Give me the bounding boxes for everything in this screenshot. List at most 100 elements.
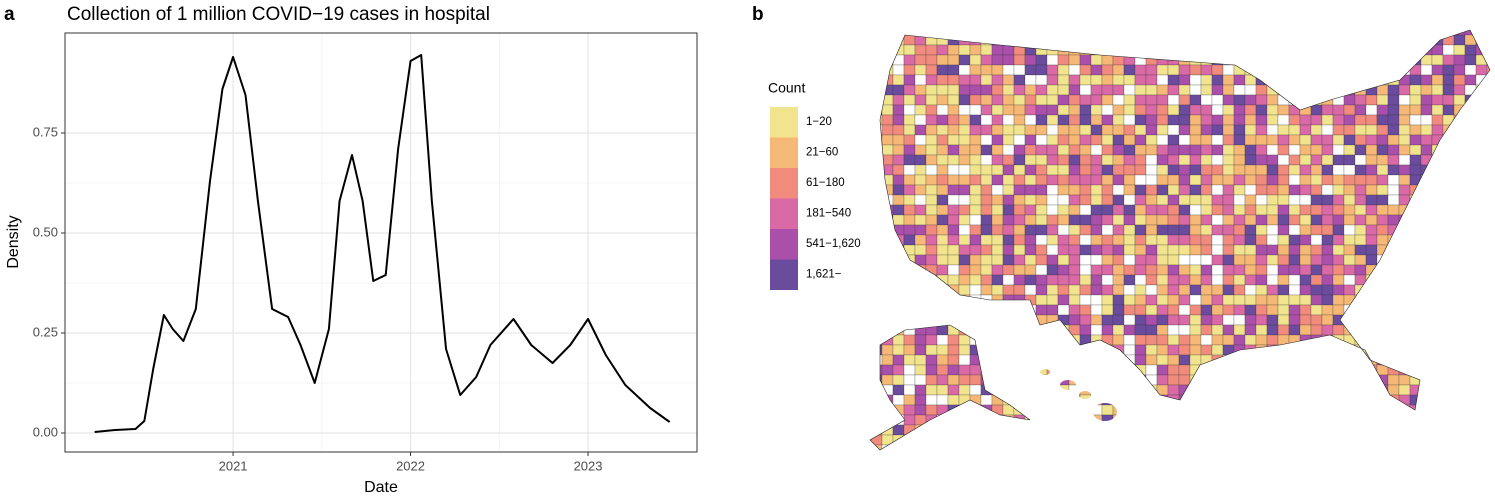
county: [914, 174, 927, 186]
county: [1398, 284, 1411, 296]
county: [936, 274, 949, 286]
county: [1013, 324, 1026, 336]
county: [936, 304, 949, 316]
county: [1486, 234, 1490, 246]
county: [892, 374, 905, 386]
panel-label: b: [752, 4, 764, 25]
county: [1178, 54, 1191, 66]
county: [1222, 404, 1235, 416]
county: [958, 444, 971, 450]
county: [1035, 434, 1048, 446]
county: [1420, 214, 1433, 226]
county: [1409, 184, 1422, 196]
county: [1057, 274, 1070, 286]
county: [1332, 294, 1345, 306]
county: [1156, 174, 1169, 186]
county: [1024, 64, 1037, 76]
county: [1233, 74, 1246, 86]
county: [991, 354, 1004, 366]
county: [958, 354, 971, 366]
county: [1057, 354, 1070, 366]
county: [1277, 54, 1290, 66]
county: [991, 44, 1004, 56]
county: [1409, 144, 1422, 156]
county: [870, 144, 872, 156]
y-axis-label: Density: [5, 215, 22, 268]
county: [1178, 244, 1191, 256]
county: [1123, 174, 1136, 186]
county: [1376, 114, 1389, 126]
county: [1222, 384, 1235, 396]
county: [925, 114, 938, 126]
county: [1013, 34, 1026, 46]
legend-label: 1−20: [806, 116, 832, 128]
county: [892, 224, 905, 236]
county: [1057, 134, 1070, 146]
county: [958, 224, 971, 236]
county: [881, 84, 894, 96]
county: [1475, 304, 1488, 316]
county: [881, 344, 894, 356]
county: [1079, 104, 1092, 116]
county: [1035, 34, 1048, 46]
county: [1387, 404, 1400, 416]
county: [1365, 434, 1378, 446]
county: [1068, 234, 1081, 246]
county: [1409, 324, 1422, 336]
county: [914, 104, 927, 116]
county: [1442, 284, 1455, 296]
county: [1211, 254, 1224, 266]
county: [892, 294, 905, 306]
county: [1112, 194, 1125, 206]
county: [1189, 284, 1202, 296]
county: [1464, 184, 1477, 196]
county: [870, 184, 883, 196]
county: [1046, 374, 1059, 386]
county: [936, 30, 949, 36]
county: [1475, 174, 1488, 186]
county: [969, 204, 982, 216]
county: [1398, 54, 1411, 66]
county: [1475, 254, 1488, 266]
county: [1200, 144, 1213, 156]
county: [1387, 154, 1400, 166]
county: [1200, 30, 1213, 36]
county: [1277, 294, 1290, 306]
county: [991, 114, 1004, 126]
county: [1233, 424, 1246, 436]
county: [1277, 74, 1290, 86]
county: [1255, 404, 1268, 416]
county: [1354, 294, 1367, 306]
county: [1277, 424, 1290, 436]
county: [1156, 94, 1169, 106]
county: [1068, 74, 1081, 86]
county: [1409, 304, 1422, 316]
county: [969, 254, 982, 266]
county: [1145, 30, 1158, 36]
county: [1277, 394, 1290, 406]
county: [969, 164, 982, 176]
county: [1200, 104, 1213, 116]
county: [1409, 44, 1422, 56]
county: [1189, 204, 1202, 216]
county: [1475, 134, 1488, 146]
county: [1068, 284, 1081, 296]
county: [870, 384, 883, 396]
county: [1354, 414, 1367, 426]
county: [1211, 284, 1224, 296]
county: [1321, 384, 1334, 396]
county: [1354, 164, 1367, 176]
county: [980, 354, 993, 366]
county: [1343, 304, 1356, 316]
county: [1057, 84, 1070, 96]
county: [1453, 194, 1466, 206]
county: [1057, 30, 1070, 36]
county: [1255, 444, 1268, 450]
county: [1398, 334, 1411, 346]
county: [1409, 444, 1422, 450]
county: [1112, 224, 1125, 236]
county: [1486, 194, 1490, 206]
county: [1255, 124, 1268, 136]
county: [969, 184, 982, 196]
county: [1310, 104, 1323, 116]
